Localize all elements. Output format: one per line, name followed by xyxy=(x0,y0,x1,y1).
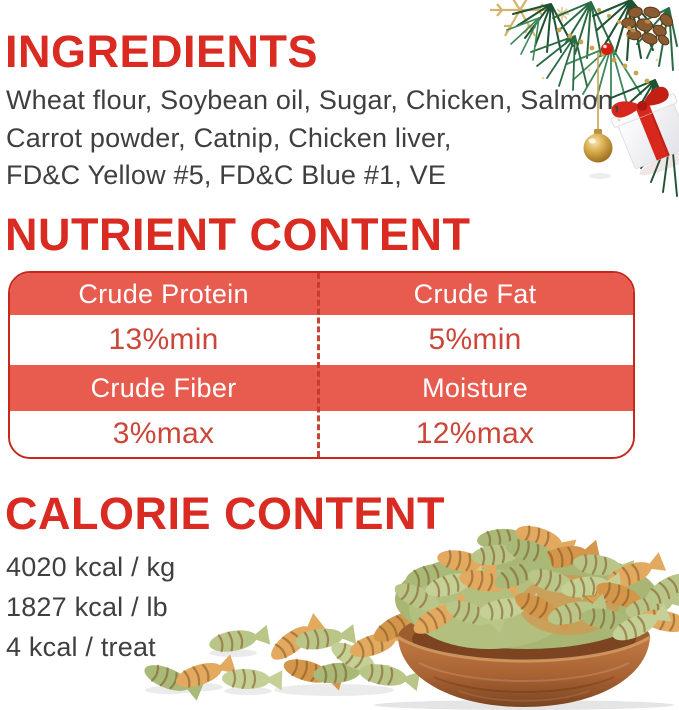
table-cell-crude-protein: Crude Protein xyxy=(78,278,249,309)
table-cell-moisture: Moisture xyxy=(422,372,529,403)
table-cell-crude-fat: Crude Fat xyxy=(413,278,537,309)
table-cell-fat-value: 5%min xyxy=(428,323,522,356)
nutrient-table: Crude Protein Crude Fat 13%min 5%min Cru… xyxy=(8,271,635,459)
calorie-line-lb: 1827 kcal / lb xyxy=(6,592,168,622)
pinecone-icon xyxy=(621,6,674,46)
table-column-divider xyxy=(317,273,321,457)
table-cell-crude-fiber: Crude Fiber xyxy=(90,372,237,403)
calorie-line-treat: 4 kcal / treat xyxy=(6,632,156,662)
table-cell-fiber-value: 3%max xyxy=(112,417,215,450)
sparkle-dots xyxy=(541,34,659,122)
ingredients-title: INGREDIENTS xyxy=(5,26,319,77)
ingredients-line-1: Wheat flour, Soybean oil, Sugar, Chicken… xyxy=(6,85,621,115)
table-row: Crude Protein Crude Fat xyxy=(10,273,633,315)
treat-heap xyxy=(389,525,679,647)
gift-box-icon xyxy=(610,86,679,176)
christmas-decoration-image xyxy=(490,0,679,197)
table-row: 13%min 5%min xyxy=(10,315,633,365)
treats-bowl-photo xyxy=(139,525,679,710)
table-cell-moisture-value: 12%max xyxy=(415,417,535,450)
red-berry-icon xyxy=(601,43,613,55)
nutrient-content-title: NUTRIENT CONTENT xyxy=(5,209,471,260)
calorie-line-kg: 4020 kcal / kg xyxy=(6,552,176,582)
scattered-treats xyxy=(139,599,433,702)
table-cell-protein-value: 13%min xyxy=(108,323,219,356)
ingredients-line-2: Carrot powder, Catnip, Chicken liver, xyxy=(6,123,452,153)
table-row: 3%max 12%max xyxy=(10,411,633,457)
wooden-bowl-front xyxy=(397,635,651,707)
table-row: Crude Fiber Moisture xyxy=(10,365,633,411)
ingredients-line-3: FD&C Yellow #5, FD&C Blue #1, VE xyxy=(6,160,447,190)
gold-bauble-icon xyxy=(583,52,613,179)
calorie-content-title: CALORIE CONTENT xyxy=(5,488,445,539)
